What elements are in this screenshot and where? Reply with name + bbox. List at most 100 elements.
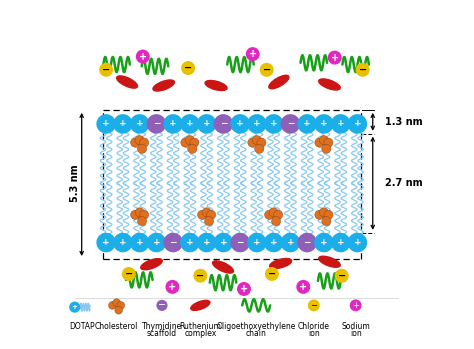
Circle shape [202, 208, 211, 217]
Circle shape [257, 138, 266, 147]
Ellipse shape [319, 79, 340, 90]
Circle shape [136, 50, 150, 64]
Circle shape [331, 114, 350, 134]
Circle shape [264, 233, 283, 252]
Text: +: + [320, 119, 328, 128]
Text: +: + [287, 238, 294, 247]
Text: −: − [358, 65, 367, 75]
Circle shape [99, 63, 113, 77]
Text: −: − [196, 271, 204, 281]
Text: −: − [237, 238, 244, 247]
Circle shape [296, 280, 310, 294]
Text: +: + [219, 238, 227, 247]
Text: −: − [263, 65, 271, 75]
Circle shape [140, 138, 149, 147]
Circle shape [347, 233, 367, 252]
Ellipse shape [191, 300, 210, 310]
Text: complex: complex [184, 329, 217, 338]
Circle shape [324, 210, 333, 220]
Text: +: + [119, 238, 127, 247]
Text: 5.3 nm: 5.3 nm [70, 164, 80, 202]
Circle shape [214, 233, 233, 252]
Circle shape [265, 267, 279, 281]
Text: −: − [303, 238, 311, 247]
Circle shape [272, 216, 281, 226]
Circle shape [207, 210, 216, 220]
Ellipse shape [270, 259, 292, 268]
Circle shape [165, 280, 180, 294]
Circle shape [180, 114, 200, 134]
Text: +: + [249, 49, 257, 59]
Text: +: + [253, 238, 261, 247]
Text: Chloride: Chloride [298, 322, 330, 331]
Circle shape [247, 233, 267, 252]
Circle shape [197, 114, 217, 134]
Text: +: + [102, 238, 110, 247]
Circle shape [237, 282, 251, 296]
Text: −: − [102, 65, 110, 75]
Circle shape [130, 114, 149, 134]
Circle shape [130, 210, 140, 220]
Circle shape [230, 114, 250, 134]
Circle shape [328, 51, 342, 65]
Text: Thymidine: Thymidine [142, 322, 182, 331]
Circle shape [96, 233, 116, 252]
Circle shape [122, 267, 136, 281]
Text: ion: ion [350, 329, 362, 338]
Circle shape [308, 299, 319, 311]
Circle shape [164, 114, 183, 134]
Circle shape [248, 138, 257, 147]
Circle shape [315, 138, 324, 147]
Circle shape [264, 114, 283, 134]
Text: +: + [139, 52, 147, 61]
Circle shape [205, 216, 214, 226]
Circle shape [319, 135, 328, 144]
Circle shape [146, 233, 166, 252]
Text: chain: chain [246, 329, 267, 338]
Text: +: + [186, 119, 194, 128]
Circle shape [185, 135, 194, 144]
Circle shape [347, 114, 367, 134]
Text: +: + [352, 301, 359, 310]
Text: Sodium: Sodium [341, 322, 370, 331]
Circle shape [269, 208, 278, 217]
Ellipse shape [213, 261, 234, 273]
Circle shape [69, 302, 80, 313]
Circle shape [181, 61, 195, 75]
Text: −: − [268, 269, 276, 279]
Text: +: + [337, 119, 345, 128]
Text: +: + [72, 304, 78, 310]
Circle shape [140, 210, 149, 220]
Circle shape [137, 144, 146, 154]
Text: +: + [303, 119, 311, 128]
Text: +: + [354, 238, 361, 247]
Circle shape [322, 144, 331, 154]
Circle shape [181, 138, 190, 147]
Circle shape [135, 135, 144, 144]
Text: +: + [102, 119, 110, 128]
Text: +: + [237, 119, 244, 128]
Text: +: + [169, 119, 177, 128]
Circle shape [350, 299, 362, 311]
Circle shape [255, 144, 264, 154]
Circle shape [297, 233, 317, 252]
Text: +: + [203, 119, 210, 128]
Text: +: + [153, 238, 160, 247]
Circle shape [113, 233, 133, 252]
Text: −: − [219, 119, 227, 128]
Text: −: − [153, 119, 160, 128]
Text: +: + [168, 282, 176, 292]
Circle shape [335, 269, 349, 283]
Ellipse shape [141, 259, 162, 270]
Text: Cholesterol: Cholesterol [95, 322, 138, 331]
Circle shape [247, 114, 267, 134]
Text: −: − [310, 301, 317, 310]
Circle shape [113, 114, 133, 134]
Circle shape [146, 114, 166, 134]
Circle shape [96, 114, 116, 134]
Circle shape [193, 269, 207, 283]
Circle shape [230, 233, 250, 252]
Text: 1.3 nm: 1.3 nm [385, 117, 423, 127]
Text: +: + [354, 119, 361, 128]
Circle shape [117, 302, 125, 309]
